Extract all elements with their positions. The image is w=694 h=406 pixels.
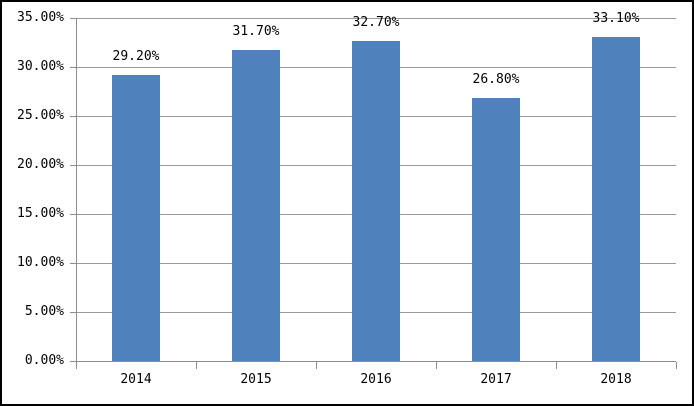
bar bbox=[472, 98, 520, 361]
bar-value-label: 31.70% bbox=[232, 24, 280, 39]
x-axis-tick bbox=[76, 362, 77, 369]
x-axis-tick bbox=[316, 362, 317, 369]
bar bbox=[112, 75, 160, 361]
y-axis-tick-label: 35.00% bbox=[17, 10, 64, 25]
y-axis-tick bbox=[70, 361, 76, 362]
y-axis-tick-label: 20.00% bbox=[17, 157, 64, 172]
x-axis-tick bbox=[196, 362, 197, 369]
y-axis-tick bbox=[70, 18, 76, 19]
bar bbox=[592, 37, 640, 361]
y-axis-tick bbox=[70, 214, 76, 215]
bar-value-label: 33.10% bbox=[592, 11, 640, 26]
y-axis-tick bbox=[70, 165, 76, 166]
x-axis-line bbox=[76, 361, 676, 362]
x-axis-tick-label: 2014 bbox=[120, 372, 152, 387]
bar bbox=[232, 50, 280, 361]
x-axis-tick bbox=[676, 362, 677, 369]
bar-value-label: 32.70% bbox=[352, 15, 400, 30]
bar-value-label: 26.80% bbox=[472, 72, 520, 87]
y-axis-tick-label: 0.00% bbox=[24, 353, 64, 368]
bar bbox=[352, 41, 400, 361]
x-axis-tick bbox=[436, 362, 437, 369]
gridline bbox=[76, 18, 676, 19]
x-axis-tick-label: 2018 bbox=[600, 372, 632, 387]
y-axis-tick bbox=[70, 116, 76, 117]
y-axis-tick-label: 10.00% bbox=[17, 255, 64, 270]
bar-value-label: 29.20% bbox=[112, 49, 160, 64]
y-axis-tick-label: 25.00% bbox=[17, 108, 64, 123]
x-axis-tick-label: 2017 bbox=[480, 372, 512, 387]
y-axis-tick bbox=[70, 67, 76, 68]
x-axis-tick bbox=[556, 362, 557, 369]
y-axis-tick bbox=[70, 263, 76, 264]
y-axis-tick-label: 15.00% bbox=[17, 206, 64, 221]
y-axis-tick-label: 30.00% bbox=[17, 59, 64, 74]
y-axis-tick bbox=[70, 312, 76, 313]
x-axis-tick-label: 2016 bbox=[360, 372, 392, 387]
y-axis-tick-label: 5.00% bbox=[24, 304, 64, 319]
y-axis-line bbox=[76, 18, 77, 362]
x-axis-tick-label: 2015 bbox=[240, 372, 272, 387]
